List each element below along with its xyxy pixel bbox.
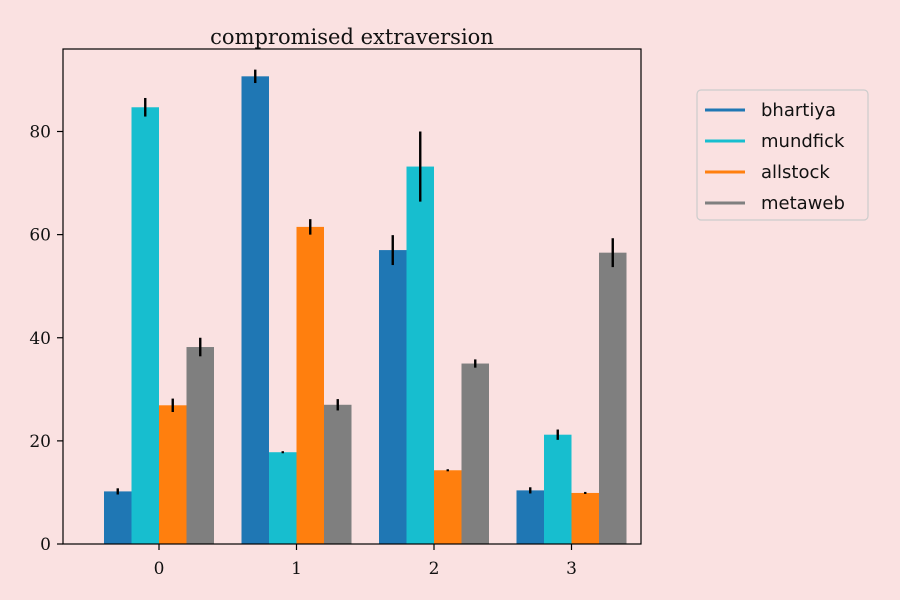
bar-mundfick-2: [406, 166, 434, 544]
bar-metaweb-1: [324, 404, 352, 544]
legend-label-metaweb: metaweb: [761, 193, 845, 214]
y-tick-label: 80: [29, 123, 51, 143]
chart-title: compromised extraversion: [210, 25, 494, 49]
plot-area: [104, 69, 627, 545]
bar-metaweb-3: [599, 252, 627, 545]
y-tick-label: 20: [29, 432, 51, 452]
bar-allstock-1: [296, 226, 324, 544]
legend-label-bhartiya: bhartiya: [761, 100, 836, 121]
axes: 0 20 40 60 80 0 1 2 3: [29, 123, 577, 580]
bar-metaweb-0: [186, 347, 214, 544]
x-tick-label: 0: [154, 559, 165, 579]
legend-label-mundfick: mundfick: [761, 131, 845, 152]
y-tick-label: 0: [40, 535, 51, 555]
bar-allstock-0: [159, 405, 187, 544]
bar-bhartiya-3: [516, 490, 544, 545]
bar-metaweb-2: [461, 363, 489, 544]
x-tick-label: 1: [291, 559, 302, 579]
x-tick-label: 2: [429, 559, 440, 579]
y-tick-label: 40: [29, 329, 51, 349]
bar-mundfick-3: [544, 434, 572, 544]
y-tick-label: 60: [29, 226, 51, 246]
bar-bhartiya-0: [104, 491, 132, 544]
legend-box: [696, 89, 869, 221]
bar-bhartiya-2: [379, 250, 407, 544]
legend: bhartiya mundfick allstock metaweb: [696, 89, 869, 221]
bar-mundfick-0: [131, 107, 159, 545]
bar-allstock-3: [571, 492, 599, 544]
legend-label-allstock: allstock: [761, 162, 830, 183]
plot-frame: [62, 48, 642, 545]
bar-mundfick-1: [269, 452, 297, 544]
bar-bhartiya-1: [241, 76, 269, 544]
x-tick-label: 3: [566, 559, 577, 579]
bar-allstock-2: [434, 470, 462, 544]
